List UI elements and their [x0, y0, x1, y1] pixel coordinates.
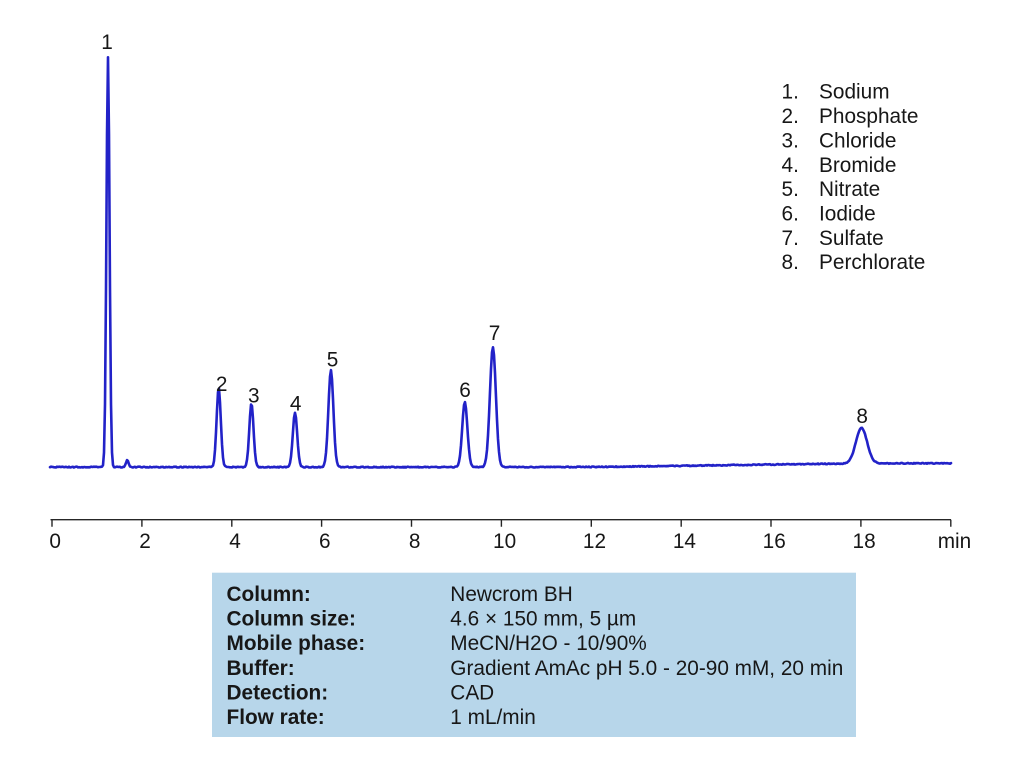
svg-text:5: 5 — [327, 349, 339, 372]
svg-text:6: 6 — [459, 379, 471, 402]
svg-text:1 mL/min: 1 mL/min — [450, 706, 536, 729]
svg-text:Mobile phase:: Mobile phase: — [227, 632, 366, 655]
svg-text:7: 7 — [489, 322, 501, 345]
svg-text:2: 2 — [139, 530, 151, 553]
svg-text:16: 16 — [763, 530, 786, 553]
svg-text:4.6 × 150 mm, 5 µm: 4.6 × 150 mm, 5 µm — [450, 608, 636, 631]
svg-text:4.: 4. — [782, 154, 799, 177]
svg-text:4: 4 — [229, 530, 241, 553]
svg-text:5.: 5. — [782, 178, 799, 201]
svg-text:4: 4 — [290, 393, 302, 416]
svg-text:8.: 8. — [782, 251, 799, 274]
svg-text:2.: 2. — [782, 105, 799, 128]
svg-text:7.: 7. — [782, 227, 799, 250]
svg-text:14: 14 — [673, 530, 696, 553]
svg-text:Perchlorate: Perchlorate — [819, 251, 925, 274]
svg-text:MeCN/H2O - 10/90%: MeCN/H2O - 10/90% — [450, 632, 646, 655]
svg-text:Column:: Column: — [227, 583, 311, 606]
svg-text:Newcrom BH: Newcrom BH — [450, 583, 573, 606]
svg-text:6: 6 — [319, 530, 331, 553]
svg-text:Sulfate: Sulfate — [819, 227, 884, 250]
svg-text:8: 8 — [856, 405, 868, 428]
svg-text:8: 8 — [409, 530, 421, 553]
svg-text:Flow rate:: Flow rate: — [227, 706, 325, 729]
svg-text:Iodide: Iodide — [819, 202, 876, 225]
svg-text:Bromide: Bromide — [819, 154, 896, 177]
svg-text:Detection:: Detection: — [227, 681, 329, 704]
svg-text:Buffer:: Buffer: — [227, 657, 295, 680]
svg-text:Nitrate: Nitrate — [819, 178, 880, 201]
svg-text:Gradient AmAc pH 5.0 - 20-90 m: Gradient AmAc pH 5.0 - 20-90 mM, 20 min — [450, 657, 843, 680]
svg-text:1: 1 — [101, 31, 113, 54]
svg-text:Column size:: Column size: — [227, 608, 356, 631]
svg-text:2: 2 — [216, 373, 228, 396]
svg-text:Sodium: Sodium — [819, 81, 890, 104]
svg-text:10: 10 — [493, 530, 516, 553]
svg-text:Chloride: Chloride — [819, 129, 896, 152]
svg-text:Phosphate: Phosphate — [819, 105, 918, 128]
svg-text:18: 18 — [853, 530, 876, 553]
svg-text:6.: 6. — [782, 202, 799, 225]
svg-text:0: 0 — [49, 530, 61, 553]
svg-text:12: 12 — [583, 530, 606, 553]
svg-text:CAD: CAD — [450, 681, 494, 704]
svg-text:3: 3 — [248, 385, 260, 408]
svg-text:min: min — [938, 530, 972, 553]
svg-text:3.: 3. — [782, 129, 799, 152]
svg-text:1.: 1. — [782, 81, 799, 104]
